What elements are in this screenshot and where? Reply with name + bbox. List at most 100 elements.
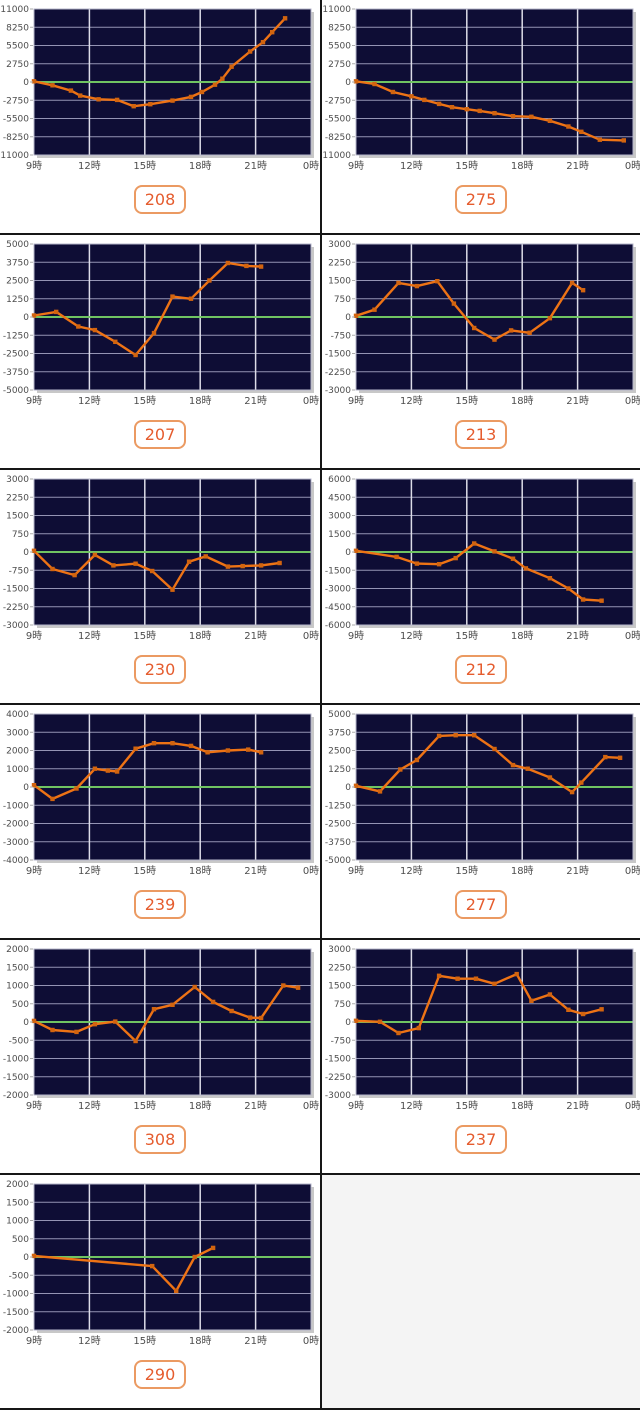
- y-tick-label: 2250: [328, 258, 351, 268]
- data-markers: [31, 1245, 216, 1294]
- y-tick-label: -500: [9, 1271, 30, 1281]
- machine-number-badge[interactable]: 237: [454, 1125, 508, 1154]
- chart-cell: 11000 8250 5500 2750 0 -2750 -5500 -8250 -11000 9…: [0, 0, 320, 235]
- y-tick-label: -2250: [325, 1073, 351, 1083]
- x-tick-label: 21時: [566, 630, 589, 642]
- x-tick-label: 9時: [348, 630, 364, 642]
- y-tick-label: 0: [23, 313, 29, 323]
- x-tick-label: 12時: [78, 1100, 101, 1112]
- x-tick-label: 9時: [348, 865, 364, 877]
- x-tick-label: 21時: [244, 1335, 267, 1347]
- x-tick-label: 12時: [78, 160, 101, 172]
- y-tick-label: 5000: [6, 240, 29, 250]
- x-tick-label: 0時: [625, 865, 640, 877]
- y-tick-label: -750: [331, 331, 352, 341]
- y-axis-labels: 2000 1500 1000 500 0 -500 -1000 -1500 -2000: [3, 945, 33, 1101]
- y-tick-label: -3000: [325, 386, 351, 396]
- x-axis-labels: 9時 12時 15時 18時 21時 0時: [26, 1100, 319, 1112]
- y-tick-label: 1000: [6, 1217, 29, 1227]
- machine-number-badge[interactable]: 290: [133, 1360, 187, 1389]
- x-tick-label: 0時: [625, 160, 640, 172]
- badge-row: 208: [0, 185, 320, 214]
- y-tick-label: 750: [12, 530, 29, 540]
- x-tick-label: 15時: [133, 1100, 156, 1112]
- x-tick-label: 9時: [26, 865, 42, 877]
- y-tick-label: -2250: [325, 368, 351, 378]
- y-tick-label: 4500: [328, 493, 351, 503]
- y-tick-label: 2500: [328, 747, 351, 757]
- y-tick-label: -2000: [3, 820, 29, 830]
- x-axis-labels: 9時 12時 15時 18時 21時 0時: [26, 865, 319, 877]
- y-tick-label: -3000: [325, 1091, 351, 1101]
- x-tick-label: 12時: [400, 865, 423, 877]
- y-tick-label: 5500: [328, 42, 351, 52]
- y-tick-label: 8250: [6, 23, 29, 33]
- machine-number-badge[interactable]: 212: [454, 655, 508, 684]
- machine-number-badge[interactable]: 275: [454, 185, 508, 214]
- x-tick-label: 18時: [511, 1100, 534, 1112]
- data-markers: [31, 548, 282, 592]
- x-tick-label: 21時: [566, 1100, 589, 1112]
- x-axis-labels: 9時 12時 15時 18時 21時 0時: [26, 395, 319, 407]
- machine-number-badge[interactable]: 308: [133, 1125, 187, 1154]
- x-tick-label: 12時: [400, 395, 423, 407]
- x-tick-label: 0時: [303, 630, 319, 642]
- y-tick-label: -2000: [3, 1326, 29, 1336]
- x-tick-label: 18時: [189, 1100, 212, 1112]
- y-tick-label: 3750: [6, 258, 29, 268]
- data-line: [354, 972, 603, 1035]
- y-tick-label: 3750: [328, 728, 351, 738]
- badge-row: 237: [322, 1125, 640, 1154]
- badge-row: 290: [0, 1360, 320, 1389]
- y-tick-label: -1500: [3, 585, 29, 595]
- x-tick-label: 18時: [511, 160, 534, 172]
- x-tick-label: 12時: [78, 630, 101, 642]
- y-axis-labels: 5000 3750 2500 1250 0 -1250 -2500 -3750 -5000: [3, 240, 33, 396]
- chart-cell: 3000 2250 1500 750 0 -750 -1500 -2250 -3000 9時 12時…: [0, 470, 320, 705]
- machine-number-badge[interactable]: 208: [133, 185, 187, 214]
- badge-row: 277: [322, 890, 640, 919]
- badge-row: 308: [0, 1125, 320, 1154]
- x-tick-label: 15時: [455, 865, 478, 877]
- y-tick-label: 0: [345, 783, 351, 793]
- data-markers: [31, 741, 264, 802]
- x-tick-label: 21時: [244, 865, 267, 877]
- y-tick-label: 0: [345, 1018, 351, 1028]
- y-tick-label: 1000: [6, 765, 29, 775]
- y-tick-label: 0: [23, 1253, 29, 1263]
- x-tick-label: 21時: [244, 1100, 267, 1112]
- machine-number-badge[interactable]: 239: [133, 890, 187, 919]
- y-tick-label: -3000: [325, 585, 351, 595]
- chart-cell: 2000 1500 1000 500 0 -500 -1000 -1500 -2000 9時 12時…: [0, 1175, 320, 1410]
- chart-cell: 6000 4500 3000 1500 0 -1500 -3000 -4500 -6000 9時 1…: [320, 470, 640, 705]
- x-tick-label: 21時: [244, 630, 267, 642]
- x-tick-label: 12時: [78, 395, 101, 407]
- machine-number-badge[interactable]: 207: [133, 420, 187, 449]
- y-tick-label: 4000: [6, 710, 29, 720]
- y-tick-label: -1500: [325, 1055, 351, 1065]
- chart-cell: 2000 1500 1000 500 0 -500 -1000 -1500 -2000 9時 12時…: [0, 940, 320, 1175]
- y-tick-label: 0: [23, 783, 29, 793]
- empty-cell: [320, 1175, 640, 1410]
- badge-row: 207: [0, 420, 320, 449]
- y-tick-label: 0: [23, 78, 29, 88]
- machine-number-badge[interactable]: 213: [454, 420, 508, 449]
- y-tick-label: 2500: [6, 277, 29, 287]
- machine-number-badge[interactable]: 230: [133, 655, 187, 684]
- machine-number-badge[interactable]: 277: [454, 890, 508, 919]
- x-axis-labels: 9時 12時 15時 18時 21時 0時: [348, 865, 640, 877]
- x-tick-label: 15時: [133, 865, 156, 877]
- x-tick-label: 9時: [26, 1100, 42, 1112]
- badge-row: 213: [322, 420, 640, 449]
- x-tick-label: 0時: [625, 1100, 640, 1112]
- x-tick-label: 15時: [455, 160, 478, 172]
- x-tick-label: 18時: [189, 395, 212, 407]
- y-axis-labels: 3000 2250 1500 750 0 -750 -1500 -2250 -3000: [3, 475, 33, 631]
- x-tick-label: 0時: [303, 395, 319, 407]
- y-tick-label: -1500: [325, 566, 351, 576]
